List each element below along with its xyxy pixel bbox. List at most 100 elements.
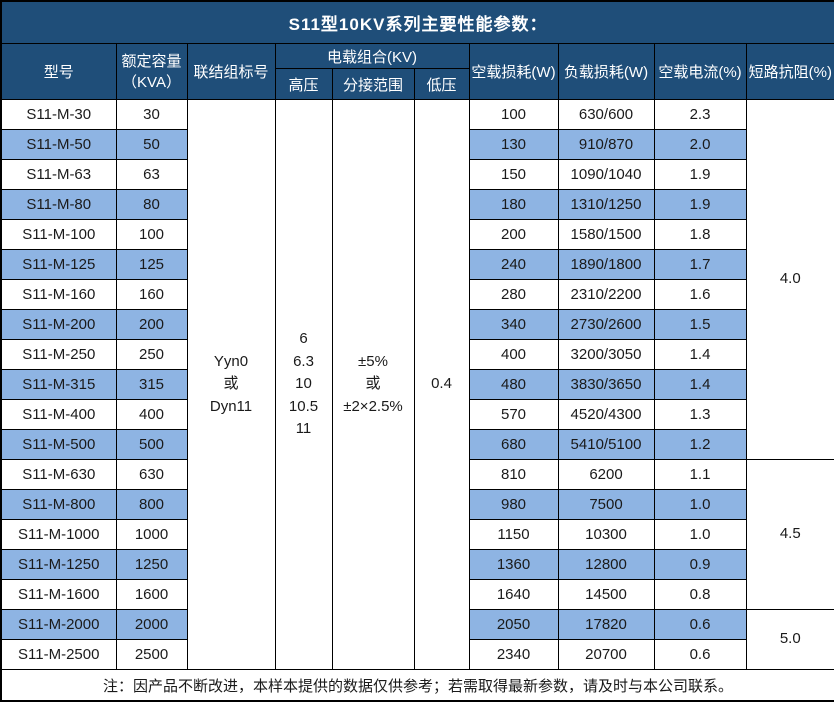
load-loss-cell: 5410/5100 — [557, 429, 655, 460]
impedance-cell: 4.5 — [745, 459, 834, 610]
table-row: S11-M-200 200 340 2730/2600 1.5 — [0, 309, 834, 340]
high-voltage-cell: 6 6.3 10 10.5 11 — [274, 99, 333, 670]
model-cell: S11-M-63 — [0, 159, 117, 190]
table-row: S11-M-1600 1600 1640 14500 0.8 — [0, 579, 834, 610]
kva-cell: 160 — [115, 279, 188, 310]
col-header-tap-range: 分接范围 — [331, 68, 415, 100]
no-load-current-cell: 1.6 — [653, 279, 747, 310]
kva-cell: 100 — [115, 219, 188, 250]
model-cell: S11-M-30 — [0, 99, 117, 130]
load-loss-cell: 3830/3650 — [557, 369, 655, 400]
model-cell: S11-M-160 — [0, 279, 117, 310]
table-row: S11-M-125 125 240 1890/1800 1.7 — [0, 249, 834, 280]
no-load-loss-cell: 810 — [468, 459, 559, 490]
no-load-current-cell: 1.4 — [653, 369, 747, 400]
col-header-connection: 联结组标号 — [186, 43, 276, 100]
table-row: S11-M-630 630 810 6200 1.1 4.5 — [0, 459, 834, 610]
table-row: S11-M-50 50 130 910/870 2.0 — [0, 129, 834, 160]
col-header-capacity: 额定容量 （KVA） — [115, 43, 188, 100]
kva-cell: 63 — [115, 159, 188, 190]
model-cell: S11-M-50 — [0, 129, 117, 160]
kva-cell: 315 — [115, 369, 188, 400]
model-cell: S11-M-200 — [0, 309, 117, 340]
no-load-loss-cell: 400 — [468, 339, 559, 370]
no-load-loss-cell: 1640 — [468, 579, 559, 610]
kva-cell: 1250 — [115, 549, 188, 580]
kva-cell: 250 — [115, 339, 188, 370]
no-load-current-cell: 2.3 — [653, 99, 747, 130]
model-cell: S11-M-100 — [0, 219, 117, 250]
kva-cell: 1000 — [115, 519, 188, 550]
no-load-current-cell: 1.1 — [653, 459, 747, 490]
model-cell: S11-M-630 — [0, 459, 117, 490]
no-load-current-cell: 1.0 — [653, 519, 747, 550]
load-loss-cell: 1090/1040 — [557, 159, 655, 190]
kva-cell: 1600 — [115, 579, 188, 610]
no-load-current-cell: 1.7 — [653, 249, 747, 280]
connection-cell: Yyn0 或 Dyn11 — [186, 99, 276, 670]
col-header-model: 型号 — [0, 43, 117, 100]
no-load-current-cell: 1.9 — [653, 159, 747, 190]
kva-cell: 125 — [115, 249, 188, 280]
no-load-loss-cell: 100 — [468, 99, 559, 130]
table-row: S11-M-2000 2000 2050 17820 0.6 5.0 — [0, 609, 834, 670]
col-header-no-load-current: 空载电流(%) — [653, 43, 747, 100]
no-load-loss-cell: 150 — [468, 159, 559, 190]
model-cell: S11-M-2000 — [0, 609, 117, 640]
col-header-load-loss: 负载损耗(W) — [557, 43, 655, 100]
no-load-current-cell: 1.3 — [653, 399, 747, 430]
load-loss-cell: 17820 — [557, 609, 655, 640]
load-loss-cell: 630/600 — [557, 99, 655, 130]
load-loss-cell: 1890/1800 — [557, 249, 655, 280]
load-loss-cell: 12800 — [557, 549, 655, 580]
kva-cell: 2000 — [115, 609, 188, 640]
kva-cell: 500 — [115, 429, 188, 460]
model-cell: S11-M-1000 — [0, 519, 117, 550]
table-row: S11-M-800 800 980 7500 1.0 — [0, 489, 834, 520]
load-loss-cell: 6200 — [557, 459, 655, 490]
tap-range-cell: ±5% 或 ±2×2.5% — [331, 99, 415, 670]
table-row: S11-M-2500 2500 2340 20700 0.6 — [0, 639, 834, 670]
load-loss-cell: 910/870 — [557, 129, 655, 160]
table-row: S11-M-160 160 280 2310/2200 1.6 — [0, 279, 834, 310]
page-title: S11型10KV系列主要性能参数： — [0, 0, 834, 44]
no-load-current-cell: 1.5 — [653, 309, 747, 340]
no-load-loss-cell: 480 — [468, 369, 559, 400]
table-row: S11-M-100 100 200 1580/1500 1.8 — [0, 219, 834, 250]
model-cell: S11-M-315 — [0, 369, 117, 400]
load-loss-cell: 10300 — [557, 519, 655, 550]
no-load-current-cell: 2.0 — [653, 129, 747, 160]
col-header-high-voltage: 高压 — [274, 68, 333, 100]
table-row: S11-M-30 30 Yyn0 或 Dyn11 6 6.3 10 10.5 11 ±5… — [0, 99, 834, 670]
kva-cell: 50 — [115, 129, 188, 160]
model-cell: S11-M-1600 — [0, 579, 117, 610]
no-load-current-cell: 0.8 — [653, 579, 747, 610]
col-header-low-voltage: 低压 — [413, 68, 470, 100]
load-loss-cell: 2730/2600 — [557, 309, 655, 340]
table-row: S11-M-500 500 680 5410/5100 1.2 — [0, 429, 834, 460]
load-loss-cell: 20700 — [557, 639, 655, 670]
load-loss-cell: 4520/4300 — [557, 399, 655, 430]
no-load-loss-cell: 200 — [468, 219, 559, 250]
impedance-cell: 5.0 — [745, 609, 834, 670]
footer-note: 注：因产品不断改进，本样本提供的数据仅供参考；若需取得最新参数，请及时与本公司联… — [0, 669, 834, 702]
no-load-current-cell: 1.8 — [653, 219, 747, 250]
kva-cell: 630 — [115, 459, 188, 490]
table-row: S11-M-315 315 480 3830/3650 1.4 — [0, 369, 834, 400]
load-loss-cell: 7500 — [557, 489, 655, 520]
model-cell: S11-M-800 — [0, 489, 117, 520]
load-loss-cell: 3200/3050 — [557, 339, 655, 370]
no-load-current-cell: 1.4 — [653, 339, 747, 370]
no-load-current-cell: 1.9 — [653, 189, 747, 220]
no-load-loss-cell: 130 — [468, 129, 559, 160]
kva-cell: 200 — [115, 309, 188, 340]
col-header-no-load-loss: 空载损耗(W) — [468, 43, 559, 100]
no-load-loss-cell: 1360 — [468, 549, 559, 580]
no-load-loss-cell: 240 — [468, 249, 559, 280]
table-row: S11-M-63 63 150 1090/1040 1.9 — [0, 159, 834, 190]
no-load-loss-cell: 180 — [468, 189, 559, 220]
col-header-impedance: 短路抗阻(%) — [745, 43, 834, 100]
no-load-current-cell: 0.6 — [653, 639, 747, 670]
kva-cell: 80 — [115, 189, 188, 220]
